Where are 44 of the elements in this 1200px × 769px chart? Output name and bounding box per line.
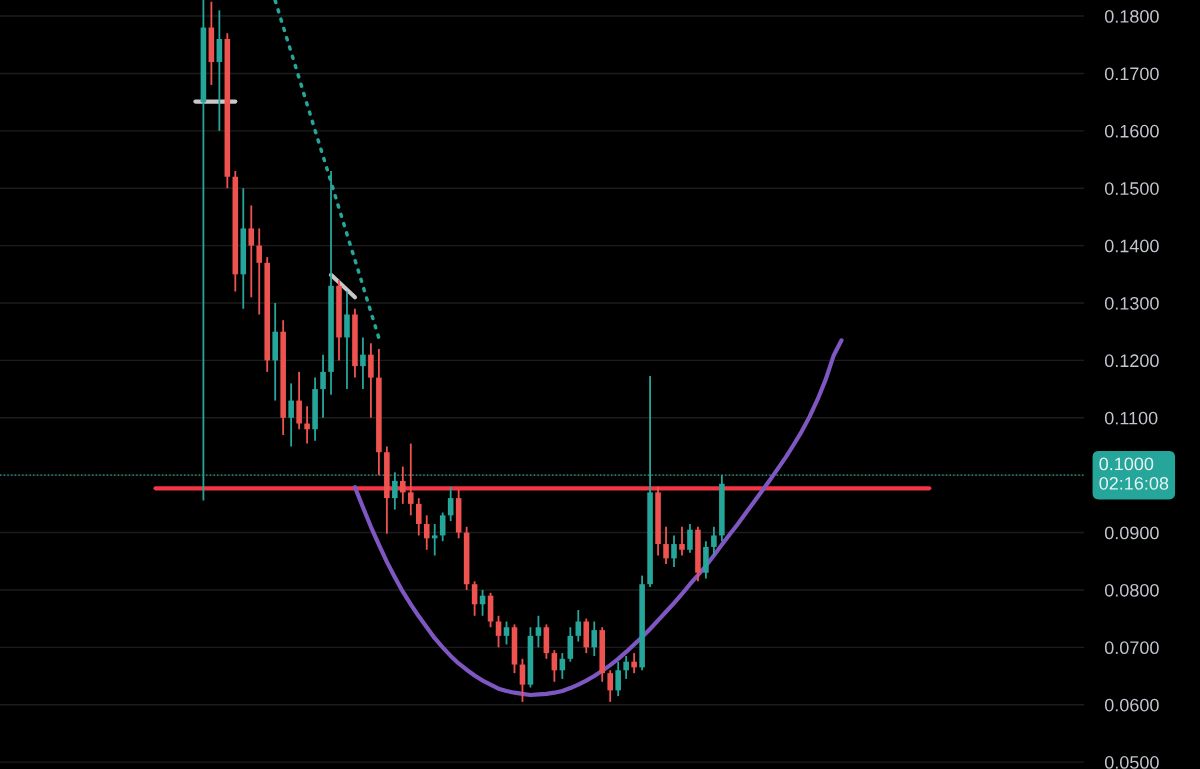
y-tick-label: 0.0700 bbox=[1104, 641, 1159, 655]
candlestick bbox=[431, 523, 438, 557]
candlestick bbox=[296, 370, 302, 431]
line-series bbox=[352, 338, 844, 698]
y-tick-label: 0.0900 bbox=[1104, 526, 1159, 540]
candlestick bbox=[360, 336, 366, 390]
candlestick bbox=[392, 471, 398, 511]
candlestick bbox=[663, 525, 669, 566]
y-tick-label: 0.1800 bbox=[1104, 10, 1159, 23]
candlestick bbox=[400, 465, 406, 505]
candlestick bbox=[304, 405, 310, 445]
candlestick bbox=[503, 620, 510, 646]
y-tick-label: 0.1200 bbox=[1104, 354, 1159, 368]
y-tick-label: 0.0800 bbox=[1104, 583, 1159, 597]
y-tick-label: 0.1500 bbox=[1104, 182, 1159, 195]
candlestick bbox=[687, 523, 693, 554]
y-tick-label: 0.0600 bbox=[1104, 698, 1159, 712]
candlestick bbox=[591, 620, 598, 657]
candlestick bbox=[216, 9, 223, 132]
y-tick-label: 0.1300 bbox=[1104, 296, 1159, 310]
candlestick bbox=[535, 614, 542, 649]
candlestick bbox=[711, 525, 717, 557]
y-tick-label: 0.1600 bbox=[1104, 124, 1159, 138]
y-tick-label: 0.0500 bbox=[1104, 756, 1159, 769]
candlestick bbox=[567, 626, 574, 663]
candlestick bbox=[344, 290, 350, 390]
candlestick bbox=[607, 669, 613, 703]
candlestick bbox=[631, 652, 637, 675]
ref-line-label: 0.1000 02:16:08 bbox=[1099, 457, 1169, 490]
candlestick bbox=[623, 655, 629, 680]
y-tick-label: 0.1700 bbox=[1104, 67, 1159, 81]
candlestick bbox=[256, 227, 263, 316]
candlestick bbox=[679, 525, 685, 557]
candlestick bbox=[408, 442, 414, 517]
candlestick bbox=[320, 353, 326, 419]
candlestick bbox=[288, 382, 294, 448]
candlestick bbox=[615, 660, 621, 698]
candlestick bbox=[423, 514, 430, 551]
candlestick bbox=[415, 497, 422, 537]
y-tick-label: 0.1400 bbox=[1104, 239, 1159, 253]
candlestick bbox=[248, 204, 255, 299]
candlestick bbox=[671, 534, 677, 568]
candlestick bbox=[368, 342, 374, 419]
y-tick-label: 0.1100 bbox=[1104, 411, 1158, 425]
